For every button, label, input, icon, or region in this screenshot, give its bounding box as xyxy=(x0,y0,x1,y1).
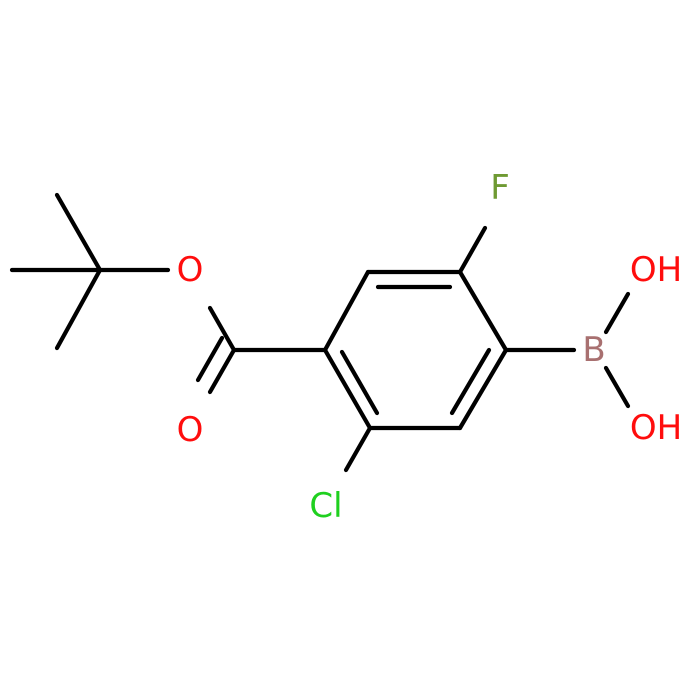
bonds xyxy=(9,192,631,473)
bond xyxy=(343,425,373,473)
atom-label: OH xyxy=(630,250,682,290)
atom-label: F xyxy=(490,168,510,208)
double-bond-inner xyxy=(449,347,492,416)
bond xyxy=(603,365,631,409)
bond xyxy=(54,267,103,351)
atom-label: O xyxy=(177,250,204,290)
bond xyxy=(457,269,509,353)
bond xyxy=(322,347,373,431)
bond xyxy=(457,225,488,275)
bond xyxy=(54,192,103,273)
atom-labels: F B OH OH Cl O O xyxy=(177,168,683,526)
bond xyxy=(603,291,631,335)
bond xyxy=(457,347,509,431)
bond xyxy=(207,305,237,353)
double-bond-inner xyxy=(339,349,380,416)
double-bond-inner xyxy=(195,335,225,383)
atom-label: O xyxy=(177,410,204,450)
atom-label: Cl xyxy=(309,486,342,526)
bond xyxy=(207,347,237,395)
bond xyxy=(322,269,371,353)
atom-label: B xyxy=(582,330,605,370)
atom-label: OH xyxy=(630,408,682,448)
